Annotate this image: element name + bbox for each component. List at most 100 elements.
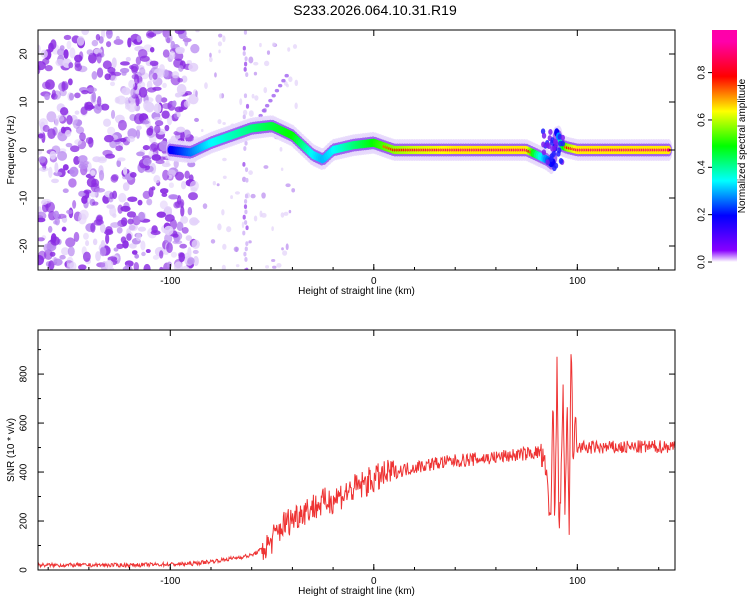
noise-blob <box>79 132 86 141</box>
noise-blob <box>111 57 117 69</box>
noise-blob <box>261 192 266 199</box>
colorbar-tick-label: 0.0 <box>697 255 708 269</box>
noise-blob <box>235 264 240 268</box>
noise-blob <box>187 192 198 201</box>
noise-blob <box>204 82 208 90</box>
noise-blob <box>146 127 154 136</box>
streak-blob <box>243 251 247 257</box>
noise-blob <box>155 94 163 104</box>
noise-blob <box>134 253 140 259</box>
noise-blob <box>120 137 127 143</box>
noise-blob <box>61 81 69 91</box>
noise-blob <box>138 81 146 89</box>
noise-blob <box>73 231 80 243</box>
noise-blob <box>143 263 151 270</box>
noise-blob <box>154 124 161 134</box>
noise-blob <box>47 225 53 233</box>
noise-blob <box>217 41 223 47</box>
noise-blob <box>171 71 180 79</box>
noise-blob <box>110 222 120 228</box>
noise-blob <box>161 162 171 168</box>
noise-blob <box>180 180 187 190</box>
noise-blob <box>57 130 68 142</box>
noise-blob <box>119 67 130 74</box>
noise-blob <box>100 240 105 249</box>
noise-blob <box>192 255 199 267</box>
noise-blob <box>138 211 146 221</box>
noise-blob <box>152 30 163 35</box>
noise-blob <box>127 102 137 113</box>
noise-blob <box>41 167 47 173</box>
noise-blob <box>40 200 48 206</box>
x-tick-label: 100 <box>569 276 586 287</box>
noise-blob <box>242 176 247 183</box>
noise-blob <box>189 180 199 192</box>
noise-blob <box>76 35 85 46</box>
noise-blob <box>180 130 185 142</box>
noise-blob <box>146 198 153 206</box>
y-tick-label: 0 <box>19 567 30 573</box>
disturbance-blob <box>552 145 557 152</box>
noise-blob <box>116 226 123 234</box>
noise-blob <box>135 96 140 107</box>
noise-blob <box>110 75 117 82</box>
noise-blob <box>48 166 53 178</box>
noise-blob <box>66 262 71 270</box>
noise-blob <box>81 195 88 204</box>
noise-blob <box>210 239 216 244</box>
noise-blob <box>126 211 137 218</box>
noise-blob <box>104 229 114 236</box>
noise-blob <box>137 199 143 206</box>
disturbance-blob <box>553 162 559 169</box>
streak-blob <box>261 108 267 113</box>
noise-blob <box>106 41 112 48</box>
noise-blob <box>288 76 293 83</box>
y-tick-label: 800 <box>19 365 30 382</box>
noise-blob <box>279 147 283 152</box>
y-tick-label: 20 <box>19 48 30 60</box>
noise-blob <box>63 34 72 41</box>
noise-blob <box>180 206 185 217</box>
noise-blob <box>251 93 255 99</box>
noise-blob <box>261 212 267 218</box>
noise-blob <box>149 46 155 53</box>
noise-blob <box>253 71 258 76</box>
noise-blob <box>174 261 183 270</box>
noise-blob <box>43 249 53 260</box>
streak-blob <box>244 167 249 173</box>
noise-blob <box>81 30 90 36</box>
streak-blob <box>242 162 246 167</box>
noise-blob <box>94 187 106 193</box>
noise-blob <box>85 137 94 145</box>
noise-blob <box>96 67 104 78</box>
streak-blob <box>244 246 248 252</box>
noise-blob <box>192 249 199 254</box>
noise-blob <box>292 44 298 49</box>
noise-blob <box>179 243 188 249</box>
noise-blob <box>110 109 116 119</box>
streak-blob <box>242 230 246 236</box>
noise-blob <box>99 223 106 234</box>
streak-blob <box>242 114 246 120</box>
noise-blob <box>135 56 142 65</box>
noise-blob <box>55 58 65 67</box>
noise-blob <box>164 233 173 244</box>
noise-blob <box>188 62 199 72</box>
noise-blob <box>217 223 222 231</box>
streak-blob <box>268 98 273 103</box>
noise-blob <box>151 154 162 161</box>
noise-blob <box>100 103 110 111</box>
noise-blob <box>168 194 179 200</box>
noise-blob <box>127 128 137 139</box>
y-tick-label: 400 <box>19 463 30 480</box>
streak-blob <box>243 198 248 204</box>
noise-blob <box>192 219 200 224</box>
noise-blob <box>157 68 165 78</box>
noise-blob <box>113 38 124 46</box>
streak-blob <box>243 204 248 210</box>
noise-blob <box>122 167 128 175</box>
noise-blob <box>59 254 66 260</box>
noise-blob <box>172 100 177 107</box>
streak-blob <box>244 220 248 225</box>
